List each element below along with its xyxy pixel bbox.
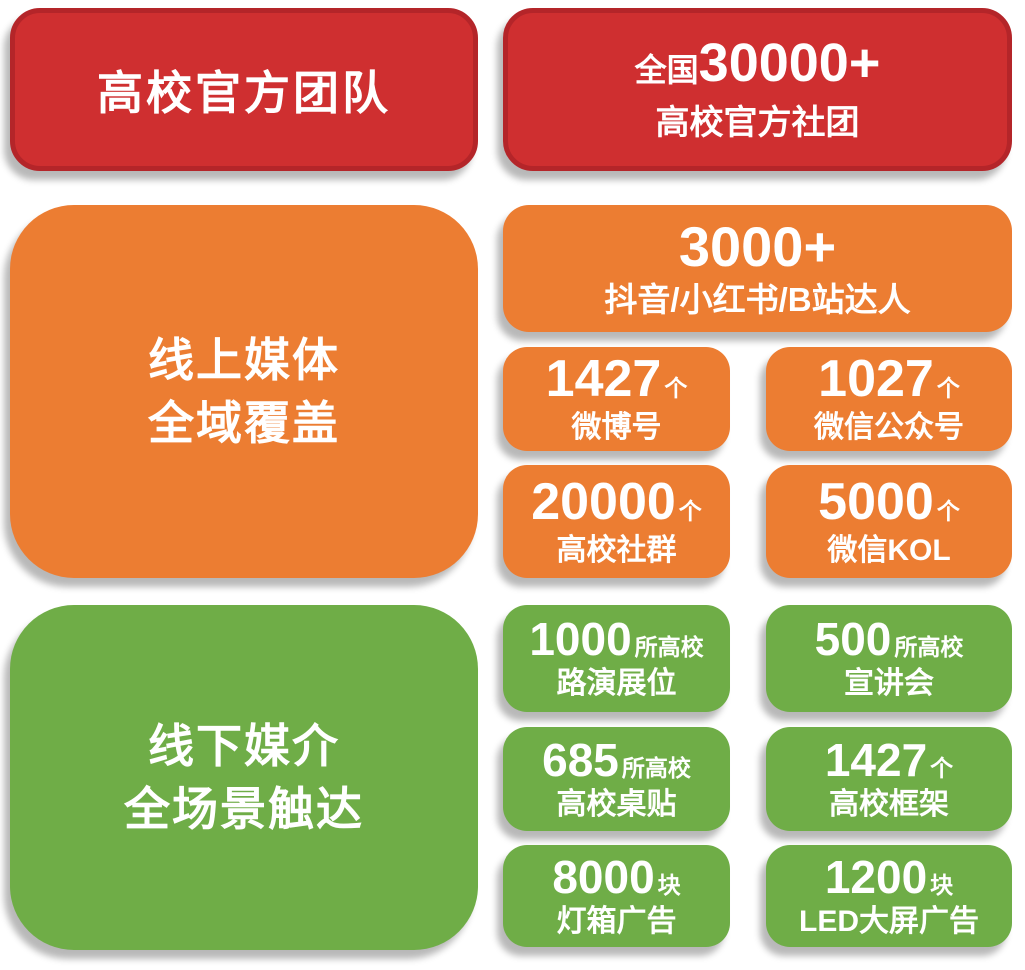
stat-number: 1427 <box>824 733 928 786</box>
stat-number: 1427 <box>545 350 662 409</box>
stat-number: 685 <box>542 733 619 786</box>
stat-card-led-screen-ads: 1200 块 LED大屏广告 <box>766 845 1012 947</box>
stat-number: 1200 <box>824 850 928 903</box>
stat-unit: 个 <box>930 754 954 781</box>
stat-card-lightbox-ads: 8000 块 灯箱广告 <box>503 845 730 947</box>
stat-unit: 所高校 <box>634 634 704 661</box>
stat-label: 高校框架 <box>829 787 949 821</box>
stat-number: 1000 <box>529 613 632 666</box>
stat-card-national-official-clubs: 全国 30000+ 高校官方社团 <box>503 8 1012 171</box>
stat-unit: 块 <box>657 871 681 898</box>
stat-number-line: 1027 个 <box>818 352 960 407</box>
stat-label: 高校社群 <box>556 533 677 567</box>
stat-number: 20000 <box>531 472 676 531</box>
stat-card-roadshow-booths: 1000 所高校 路演展位 <box>503 605 730 712</box>
stat-card-douyin-xiaohongshu-bilibili: 3000+ 抖音/小红书/B站达人 <box>503 205 1012 332</box>
section-header-online-media: 线上媒体 全域覆盖 <box>10 205 478 578</box>
stat-number-line: 1000 所高校 <box>529 613 704 666</box>
stat-number: 8000 <box>552 850 655 903</box>
stat-card-info-sessions: 500 所高校 宣讲会 <box>766 605 1012 712</box>
stat-number-line: 5000 个 <box>818 475 960 530</box>
stat-card-weibo-accounts: 1427 个 微博号 <box>503 347 730 451</box>
stat-card-wechat-public-accounts: 1027 个 微信公众号 <box>766 347 1012 451</box>
stat-number-line: 3000+ <box>678 214 837 278</box>
stat-unit: 个 <box>678 497 702 524</box>
stat-unit: 个 <box>936 375 960 402</box>
section-title: 高校官方团队 <box>97 66 391 119</box>
section-title-line2: 全域覆盖 <box>148 396 340 449</box>
stat-label: LED大屏广告 <box>799 904 979 938</box>
stat-number-line: 500 所高校 <box>814 613 964 666</box>
stat-unit: 个 <box>664 375 688 402</box>
stat-label: 高校官方社团 <box>655 104 860 143</box>
stat-number: 500 <box>814 613 892 666</box>
stat-number-line: 685 所高校 <box>542 733 691 786</box>
stat-number-line: 全国 30000+ <box>634 32 881 93</box>
stat-unit: 所高校 <box>894 634 964 661</box>
section-header-offline-media: 线下媒介 全场景触达 <box>10 605 478 950</box>
section-title: 线下媒介 全场景触达 <box>124 715 364 839</box>
stat-label: 宣讲会 <box>844 667 934 701</box>
stat-label: 微博号 <box>571 411 662 445</box>
stat-number: 3000+ <box>678 214 837 278</box>
stat-label: 路演展位 <box>556 667 677 701</box>
stat-prefix: 全国 <box>634 51 699 88</box>
stat-unit: 所高校 <box>621 754 691 781</box>
stat-number-line: 1200 块 <box>824 850 954 903</box>
stat-number-line: 8000 块 <box>552 850 681 903</box>
stat-card-university-communities: 20000 个 高校社群 <box>503 465 730 578</box>
stat-label: 微信公众号 <box>814 411 964 445</box>
stat-number: 30000+ <box>698 32 881 93</box>
section-title-line2: 全场景触达 <box>124 782 364 835</box>
stat-card-wechat-kol: 5000 个 微信KOL <box>766 465 1012 578</box>
section-title: 线上媒体 全域覆盖 <box>148 329 340 453</box>
stat-number: 1027 <box>818 350 934 409</box>
stat-unit: 块 <box>930 871 954 898</box>
section-header-university-official-teams: 高校官方团队 <box>10 8 478 171</box>
stat-unit: 个 <box>936 497 960 524</box>
section-title-line1: 线上媒体 <box>148 334 340 387</box>
stat-number-line: 20000 个 <box>531 475 702 530</box>
stat-number-line: 1427 个 <box>546 352 688 407</box>
stat-label: 微信KOL <box>827 533 951 567</box>
stat-card-desk-stickers: 685 所高校 高校桌贴 <box>503 727 730 831</box>
stat-number: 5000 <box>818 472 934 531</box>
stat-number-line: 1427 个 <box>824 733 954 786</box>
stat-label: 高校桌贴 <box>556 787 677 821</box>
stat-card-campus-frames: 1427 个 高校框架 <box>766 727 1012 831</box>
stat-label: 灯箱广告 <box>556 904 677 938</box>
stat-label: 抖音/小红书/B站达人 <box>604 281 911 319</box>
section-title-line1: 线下媒介 <box>148 720 340 773</box>
